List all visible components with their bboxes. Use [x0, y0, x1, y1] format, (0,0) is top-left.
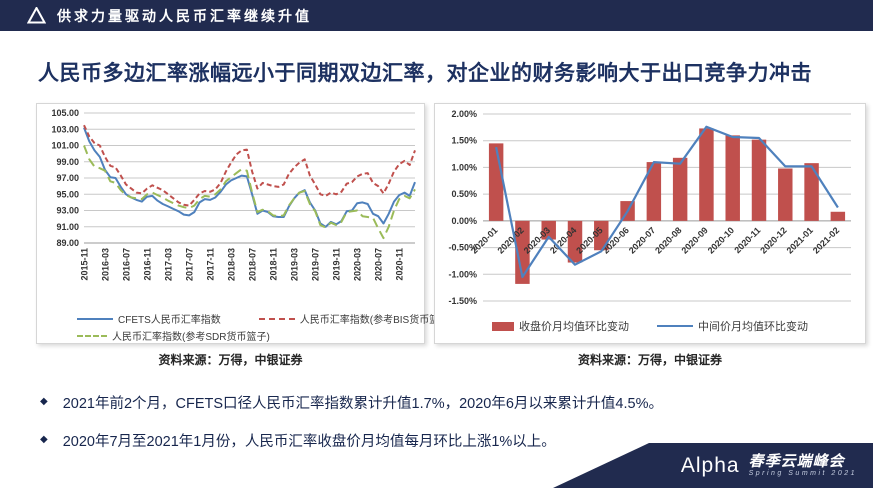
diamond-bullet-icon: ◆ [40, 396, 48, 407]
svg-text:2019-11: 2019-11 [332, 248, 342, 281]
svg-text:2020-11: 2020-11 [732, 225, 762, 255]
header-bar: 供求力量驱动人民币汇率继续升值 [0, 0, 873, 31]
svg-text:2020-10: 2020-10 [706, 225, 736, 255]
svg-text:2017-11: 2017-11 [206, 248, 216, 281]
legend-label: 中间价月均值环比变动 [698, 321, 808, 333]
red-dashed-line-swatch [258, 317, 295, 320]
svg-text:-0.50%: -0.50% [448, 243, 477, 253]
svg-text:101.00: 101.00 [51, 141, 79, 151]
bullet-list: ◆ 2021年前2个月，CFETS口径人民币汇率指数累计升值1.7%，2020年… [40, 392, 840, 468]
svg-text:1.50%: 1.50% [451, 136, 477, 146]
svg-text:2015-11: 2015-11 [80, 248, 90, 281]
diamond-bullet-icon: ◆ [40, 434, 48, 445]
header-title: 供求力量驱动人民币汇率继续升值 [57, 7, 312, 24]
monthly-change-bar-line-chart: -1.50% -1.00% -0.50% 0.00% 0.50% 1.00% 1.50% 2.… [448, 109, 851, 306]
footer-event-subtitle: Spring Summit 2021 [748, 470, 857, 478]
svg-text:2020-11: 2020-11 [395, 248, 405, 281]
right-chart-legend: 收盘价月均值环比变动 中间价月均值环比变动 [435, 314, 865, 338]
bullet-text: 2020年7月至2021年1月份，人民币汇率收盘价月均值每月环比上涨1%以上。 [62, 434, 556, 450]
svg-text:2020-01: 2020-01 [469, 225, 499, 255]
svg-text:-1.50%: -1.50% [448, 296, 477, 306]
legend-item-cfets: CFETS人民币汇率指数 [77, 311, 221, 326]
svg-text:2016-07: 2016-07 [122, 248, 132, 281]
svg-text:2018-11: 2018-11 [269, 248, 279, 281]
bullet-item: ◆ 2020年7月至2021年1月份，人民币汇率收盘价月均值每月环比上涨1%以上… [40, 430, 840, 451]
svg-text:2016-11: 2016-11 [143, 248, 153, 281]
left-chart-legend: CFETS人民币汇率指数 人民币汇率指数(参考BIS货币篮子) 人民币汇率指数(… [37, 308, 453, 344]
footer-event-block: 春季云端峰会 Spring Summit 2021 [749, 453, 857, 478]
svg-text:2020-08: 2020-08 [653, 225, 683, 255]
svg-text:2020-07: 2020-07 [627, 225, 657, 255]
svg-text:-1.00%: -1.00% [448, 269, 477, 279]
chart-card-multilateral-index: 89.00 91.00 93.00 95.00 97.00 99.00 101.00 103.… [36, 103, 453, 344]
rmb-index-line-chart: 89.00 91.00 93.00 95.00 97.00 99.00 101.00 103.… [51, 108, 416, 281]
svg-text:89.00: 89.00 [56, 238, 79, 248]
svg-text:2020-07: 2020-07 [374, 248, 384, 281]
source-caption-right: 资料来源：万得，中银证券 [577, 353, 722, 367]
svg-text:0.50%: 0.50% [451, 189, 477, 199]
svg-text:1.00%: 1.00% [451, 162, 477, 172]
svg-text:95.00: 95.00 [56, 189, 79, 199]
red-bar-swatch [492, 321, 514, 331]
svg-text:2.00%: 2.00% [451, 109, 477, 119]
svg-text:2020-12: 2020-12 [758, 225, 788, 255]
footer-event-title: 春季云端峰会 [748, 452, 845, 470]
svg-text:0.00%: 0.00% [451, 216, 477, 226]
svg-text:2019-07: 2019-07 [311, 248, 321, 281]
legend-item-central-parity: 中间价月均值环比变动 [657, 318, 808, 334]
svg-text:2021-01: 2021-01 [785, 225, 815, 255]
svg-text:97.00: 97.00 [56, 173, 79, 183]
svg-text:2018-07: 2018-07 [248, 248, 258, 281]
page-title: 人民币多边汇率涨幅远小于同期双边汇率，对企业的财务影响大于出口竞争力冲击 [38, 62, 812, 85]
svg-text:103.00: 103.00 [51, 124, 79, 134]
alpha-logo-text: Alpha [680, 454, 740, 477]
svg-text:91.00: 91.00 [56, 222, 79, 232]
bullet-item: ◆ 2021年前2个月，CFETS口径人民币汇率指数累计升值1.7%，2020年… [40, 392, 840, 413]
svg-text:2017-07: 2017-07 [185, 248, 195, 281]
legend-label: 人民币汇率指数(参考BIS货币篮子) [299, 315, 453, 326]
svg-text:2016-03: 2016-03 [101, 248, 111, 281]
legend-item-close-price: 收盘价月均值环比变动 [492, 318, 629, 334]
blue-line-swatch [657, 325, 693, 327]
svg-text:2018-03: 2018-03 [227, 248, 237, 281]
legend-label: 收盘价月均值环比变动 [519, 321, 629, 333]
legend-label: CFETS人民币汇率指数 [118, 315, 221, 326]
svg-text:105.00: 105.00 [51, 108, 79, 118]
legend-item-bis: 人民币汇率指数(参考BIS货币篮子) [258, 311, 453, 326]
svg-text:2020-03: 2020-03 [353, 248, 363, 281]
footer-alpha-logo: Alpha [681, 455, 740, 476]
green-dashed-line-swatch [77, 334, 107, 337]
alpha-logo-icon [27, 7, 46, 24]
svg-text:2020-09: 2020-09 [679, 225, 709, 255]
svg-text:2019-03: 2019-03 [290, 248, 300, 281]
blue-solid-line-swatch [77, 317, 113, 320]
svg-text:93.00: 93.00 [56, 206, 79, 216]
svg-text:99.00: 99.00 [56, 157, 79, 167]
legend-item-sdr: 人民币汇率指数(参考SDR货币篮子) [77, 328, 270, 343]
bullet-text: 2021年前2个月，CFETS口径人民币汇率指数累计升值1.7%，2020年6月… [62, 396, 663, 412]
svg-text:2021-02: 2021-02 [811, 225, 841, 255]
legend-label: 人民币汇率指数(参考SDR货币篮子) [112, 332, 270, 343]
svg-text:2017-03: 2017-03 [164, 248, 174, 281]
source-caption-left: 资料来源：万得，中银证券 [158, 353, 303, 367]
chart-card-monthly-change: -1.50% -1.00% -0.50% 0.00% 0.50% 1.00% 1.50% 2.… [434, 103, 866, 344]
